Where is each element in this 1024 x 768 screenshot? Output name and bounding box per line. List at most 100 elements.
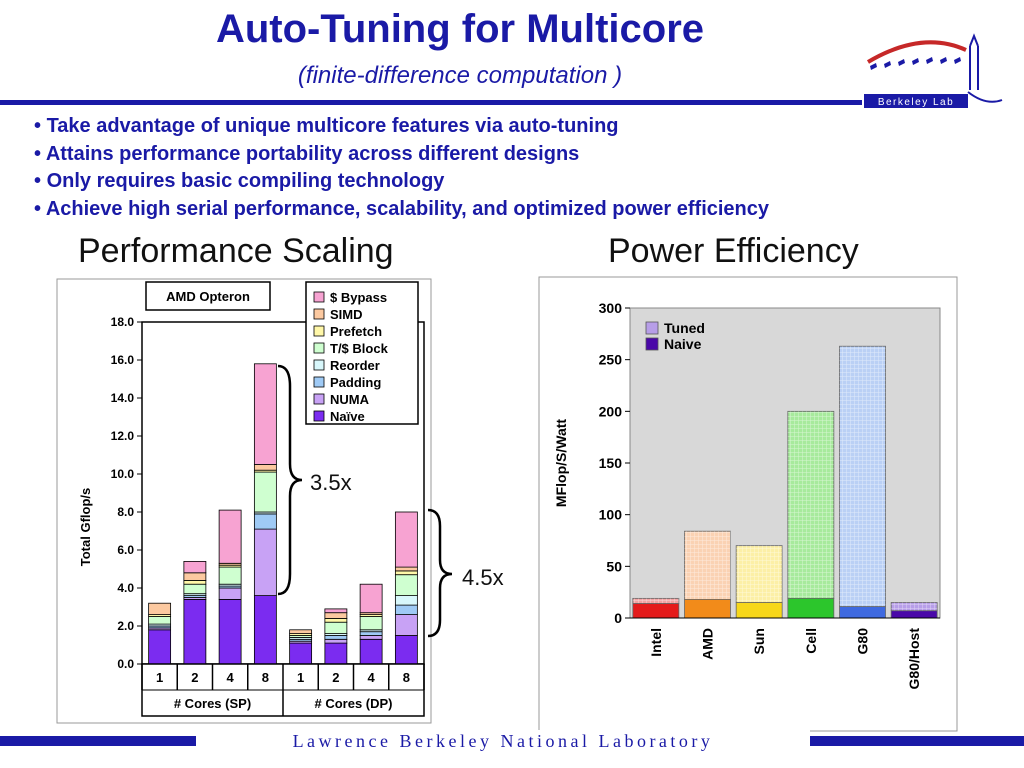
bar-segment — [394, 595, 418, 606]
tuned-bar-hatch — [891, 602, 938, 611]
y-tick-label: 12.0 — [111, 429, 135, 443]
bar-segment — [218, 566, 242, 585]
naive-bar — [684, 598, 731, 619]
bar-segment — [183, 598, 207, 665]
x-tick-label: Intel — [648, 628, 664, 657]
naive-bar — [787, 597, 835, 619]
y-tick-label: 300 — [599, 300, 623, 316]
legend-label: SIMD — [330, 307, 363, 322]
y-tick-label: 14.0 — [111, 391, 135, 405]
x-tick-label: G80 — [855, 628, 871, 655]
y-tick-label: 16.0 — [111, 353, 135, 367]
legend-label: Reorder — [330, 358, 380, 373]
footer-name-panel: Lawrence Berkeley National Laboratory — [196, 730, 810, 752]
naive-bar — [839, 606, 886, 619]
y-tick-label: 4.0 — [117, 581, 134, 595]
bar-segment — [324, 635, 348, 640]
bar-segment — [324, 638, 348, 644]
legend-label: Naïve — [330, 409, 365, 424]
legend-label: $ Bypass — [330, 290, 387, 305]
bullet-item: Achieve high serial performance, scalabi… — [34, 196, 769, 224]
y-tick-label: 50 — [606, 558, 622, 574]
bar-segment — [359, 583, 383, 614]
bar-segment — [324, 642, 348, 665]
bar-segment — [394, 574, 418, 597]
power-efficiency-heading: Power Efficiency — [608, 232, 859, 270]
performance-scaling-heading: Performance Scaling — [78, 232, 394, 270]
bar-segment — [183, 572, 207, 581]
naive-bar — [890, 610, 938, 619]
group-label: # Cores (SP) — [174, 696, 251, 711]
legend-label: T/$ Block — [330, 341, 389, 356]
chart-title: AMD Opteron — [166, 289, 250, 304]
bar-segment — [324, 621, 348, 635]
tuned-bar-hatch — [736, 545, 783, 603]
legend-swatch — [313, 342, 325, 354]
legend-swatch — [313, 325, 325, 337]
logo-text: Berkeley Lab — [878, 97, 954, 108]
bar-segment — [324, 612, 348, 619]
legend-swatch — [645, 337, 659, 351]
legend-swatch — [313, 308, 325, 320]
bar-segment — [218, 509, 242, 564]
bar-segment — [148, 602, 172, 616]
legend-swatch — [313, 359, 325, 371]
bar-segment — [148, 629, 172, 665]
y-axis-label: Total Gflop/s — [78, 488, 93, 566]
y-tick-label: 0.0 — [117, 657, 134, 671]
bullet-item: Take advantage of unique multicore featu… — [34, 113, 769, 141]
footer-lab-name: Lawrence Berkeley National Laboratory — [292, 731, 714, 751]
bar-segment — [289, 642, 313, 665]
bar-segment — [359, 616, 383, 631]
y-tick-label: 150 — [599, 455, 623, 471]
tuned-bar-hatch — [839, 346, 886, 607]
speedup-brace-sp — [277, 364, 303, 596]
x-tick-label: Sun — [751, 628, 767, 654]
bar-segment — [324, 608, 348, 614]
x-tick-label: 1 — [156, 670, 163, 685]
legend-swatch — [645, 321, 659, 335]
bar-segment — [394, 614, 418, 636]
bar-segment — [253, 513, 277, 530]
bar-segment — [359, 631, 383, 636]
bar-segment — [183, 579, 207, 585]
y-tick-label: 10.0 — [111, 467, 135, 481]
naive-bar — [735, 602, 783, 619]
legend-label: Prefetch — [330, 324, 382, 339]
y-tick-label: 250 — [599, 352, 623, 368]
y-tick-label: 18.0 — [111, 315, 135, 329]
legend-label: Naive — [664, 336, 702, 352]
x-tick-label: 2 — [191, 670, 198, 685]
y-axis-label: MFlop/S/Watt — [553, 419, 569, 507]
x-tick-label: 1 — [297, 670, 304, 685]
y-tick-label: 8.0 — [117, 505, 134, 519]
x-tick-label: AMD — [700, 628, 716, 660]
bar-segment — [359, 638, 383, 665]
tuned-bar-hatch — [684, 531, 731, 600]
y-tick-label: 100 — [599, 507, 623, 523]
legend-swatch — [313, 393, 325, 405]
naive-bar — [632, 603, 680, 619]
x-tick-label: 2 — [332, 670, 339, 685]
legend-swatch — [313, 376, 325, 388]
bar-segment — [253, 595, 277, 665]
speedup-label-sp: 3.5x — [310, 470, 352, 495]
bar-segment — [253, 471, 277, 513]
bar-segment — [394, 511, 418, 568]
bar-segment — [324, 617, 348, 623]
speedup-brace-dp — [427, 508, 453, 638]
x-tick-label: 8 — [262, 670, 269, 685]
header-rule — [0, 100, 862, 105]
bar-segment — [253, 528, 277, 597]
bar-segment — [289, 629, 313, 634]
y-tick-label: 200 — [599, 403, 623, 419]
tuned-bar-hatch — [787, 411, 834, 599]
berkeley-lab-logo: Berkeley Lab — [864, 33, 1003, 108]
legend-label: Padding — [330, 375, 381, 390]
bar-segment — [218, 587, 242, 600]
legend-swatch — [313, 291, 325, 303]
bar-segment — [394, 570, 418, 576]
x-tick-label: 4 — [227, 670, 235, 685]
x-tick-label: 4 — [368, 670, 376, 685]
legend-label: NUMA — [330, 392, 370, 407]
